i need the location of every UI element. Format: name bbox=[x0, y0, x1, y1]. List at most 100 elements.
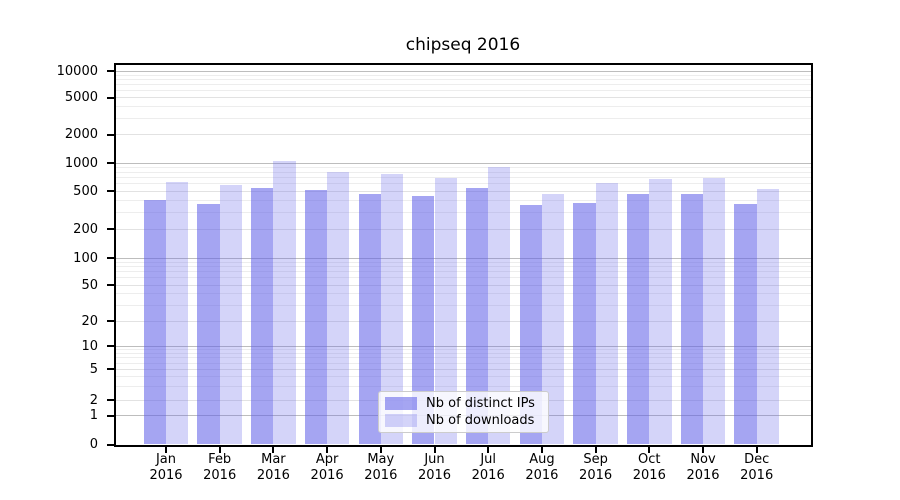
y-tick-mark-0 bbox=[106, 443, 114, 446]
x-tick-year: 2016 bbox=[364, 468, 398, 483]
bar-nb-of-downloads-aug-2016 bbox=[541, 193, 565, 445]
bar-nb-of-distinct-ips-jun-2016 bbox=[412, 196, 435, 445]
x-tick-year: 2016 bbox=[256, 468, 290, 483]
bar-nb-of-distinct-ips-oct-2016 bbox=[627, 193, 650, 445]
y-tick-mark-1000 bbox=[106, 162, 114, 164]
legend-swatch-distinct-ips bbox=[385, 397, 417, 410]
gridline-minor-900 bbox=[115, 166, 811, 168]
gridline-20 bbox=[115, 320, 811, 322]
x-tick-year: 2016 bbox=[471, 468, 505, 483]
x-tick-label-feb: Feb 2016 bbox=[194, 452, 246, 484]
gridline-minor-8000 bbox=[115, 79, 811, 81]
gridline-100 bbox=[115, 257, 811, 259]
bar-nb-of-downloads-apr-2016 bbox=[327, 172, 350, 445]
bar-nb-of-distinct-ips-jul-2016 bbox=[465, 188, 489, 445]
bar-nb-of-downloads-jan-2016 bbox=[166, 181, 189, 445]
gridline-50 bbox=[115, 284, 811, 286]
x-tick-month: Jan bbox=[155, 452, 177, 467]
x-tick-month: Aug bbox=[529, 452, 555, 467]
bar-nb-of-downloads-feb-2016 bbox=[219, 184, 242, 445]
gridline-10000 bbox=[115, 70, 811, 72]
x-tick-label-aug: Aug 2016 bbox=[516, 452, 568, 484]
y-tick-label-50: 50 bbox=[81, 277, 98, 293]
gridline-minor-4000 bbox=[115, 106, 811, 108]
x-tick-mark-aug bbox=[540, 446, 543, 453]
gridline-minor-9 bbox=[115, 349, 811, 351]
gridline-minor-800 bbox=[115, 171, 811, 173]
gridline-minor-700 bbox=[115, 177, 811, 179]
gridline-minor-3 bbox=[115, 385, 811, 387]
x-tick-year: 2016 bbox=[310, 468, 344, 483]
x-tick-label-nov: Nov 2016 bbox=[677, 452, 729, 484]
y-tick-label-0: 0 bbox=[89, 437, 98, 452]
x-tick-mark-apr bbox=[326, 446, 329, 453]
y-tick-label-500: 500 bbox=[73, 183, 98, 199]
gridline-2000 bbox=[115, 134, 811, 136]
legend: Nb of distinct IPs Nb of downloads bbox=[378, 391, 549, 433]
gridline-minor-4 bbox=[115, 376, 811, 378]
y-tick-mark-10000 bbox=[106, 70, 114, 72]
bar-nb-of-distinct-ips-jan-2016 bbox=[143, 199, 166, 445]
legend-item-downloads: Nb of downloads bbox=[385, 413, 542, 428]
x-tick-label-jan: Jan 2016 bbox=[140, 452, 192, 484]
x-tick-label-oct: Oct 2016 bbox=[623, 452, 675, 484]
x-tick-year: 2016 bbox=[686, 468, 720, 483]
bar-nb-of-downloads-oct-2016 bbox=[649, 178, 672, 445]
bar-nb-of-downloads-mar-2016 bbox=[273, 160, 296, 445]
y-tick-mark-200 bbox=[106, 228, 114, 231]
x-tick-mark-oct bbox=[648, 446, 651, 453]
axis-spine-top bbox=[113, 62, 813, 65]
x-tick-month: Nov bbox=[690, 452, 716, 467]
y-tick-mark-20 bbox=[106, 320, 114, 322]
gridline-minor-8 bbox=[115, 353, 811, 354]
y-tick-mark-2000 bbox=[106, 133, 114, 136]
x-tick-month: Jun bbox=[424, 452, 445, 467]
gridline-5 bbox=[115, 368, 811, 370]
legend-swatch-downloads bbox=[385, 414, 417, 427]
gridline-minor-300 bbox=[115, 212, 811, 214]
y-tick-label-1000: 1000 bbox=[64, 155, 98, 171]
bar-nb-of-distinct-ips-nov-2016 bbox=[680, 194, 703, 445]
gridline-10 bbox=[115, 345, 811, 347]
x-tick-mark-feb bbox=[218, 446, 221, 453]
y-tick-mark-100 bbox=[106, 257, 114, 259]
x-tick-year: 2016 bbox=[525, 468, 559, 483]
x-tick-label-mar: Mar 2016 bbox=[247, 452, 299, 484]
x-tick-mark-jun bbox=[433, 446, 436, 453]
bar-nb-of-downloads-sep-2016 bbox=[595, 182, 618, 445]
bar-nb-of-downloads-jul-2016 bbox=[488, 166, 511, 445]
legend-label-downloads: Nb of downloads bbox=[426, 413, 535, 428]
x-tick-year: 2016 bbox=[579, 468, 613, 483]
x-tick-label-jun: Jun 2016 bbox=[409, 452, 461, 484]
x-tick-label-jul: Jul 2016 bbox=[462, 452, 514, 484]
gridline-minor-9000 bbox=[115, 74, 811, 76]
x-tick-label-may: May 2016 bbox=[355, 452, 407, 484]
y-tick-label-10000: 10000 bbox=[56, 63, 98, 79]
bar-nb-of-distinct-ips-sep-2016 bbox=[573, 202, 596, 445]
y-tick-label-20: 20 bbox=[81, 313, 98, 329]
y-tick-mark-5000 bbox=[106, 96, 114, 99]
bar-nb-of-distinct-ips-apr-2016 bbox=[304, 189, 328, 445]
x-tick-year: 2016 bbox=[417, 468, 452, 483]
x-tick-mark-mar bbox=[272, 446, 275, 453]
x-tick-mark-dec bbox=[755, 446, 758, 453]
x-tick-year: 2016 bbox=[203, 468, 237, 483]
x-tick-month: Mar bbox=[261, 452, 286, 467]
gridline-minor-7 bbox=[115, 357, 811, 359]
y-tick-label-2000: 2000 bbox=[64, 127, 98, 143]
y-tick-mark-2 bbox=[106, 399, 114, 401]
axis-spine-left bbox=[113, 62, 116, 447]
x-tick-month: Oct bbox=[638, 452, 661, 467]
gridline-minor-30 bbox=[115, 304, 811, 306]
y-tick-label-2: 2 bbox=[89, 392, 98, 408]
bar-nb-of-distinct-ips-dec-2016 bbox=[734, 203, 757, 445]
axis-spine-right bbox=[810, 62, 813, 447]
gridline-200 bbox=[115, 228, 811, 230]
gridline-minor-90 bbox=[115, 261, 811, 263]
x-tick-mark-jul bbox=[487, 446, 490, 453]
y-tick-mark-50 bbox=[106, 284, 114, 286]
x-tick-label-apr: Apr 2016 bbox=[301, 452, 353, 484]
y-tick-label-200: 200 bbox=[73, 221, 98, 237]
bar-nb-of-distinct-ips-aug-2016 bbox=[519, 204, 542, 445]
